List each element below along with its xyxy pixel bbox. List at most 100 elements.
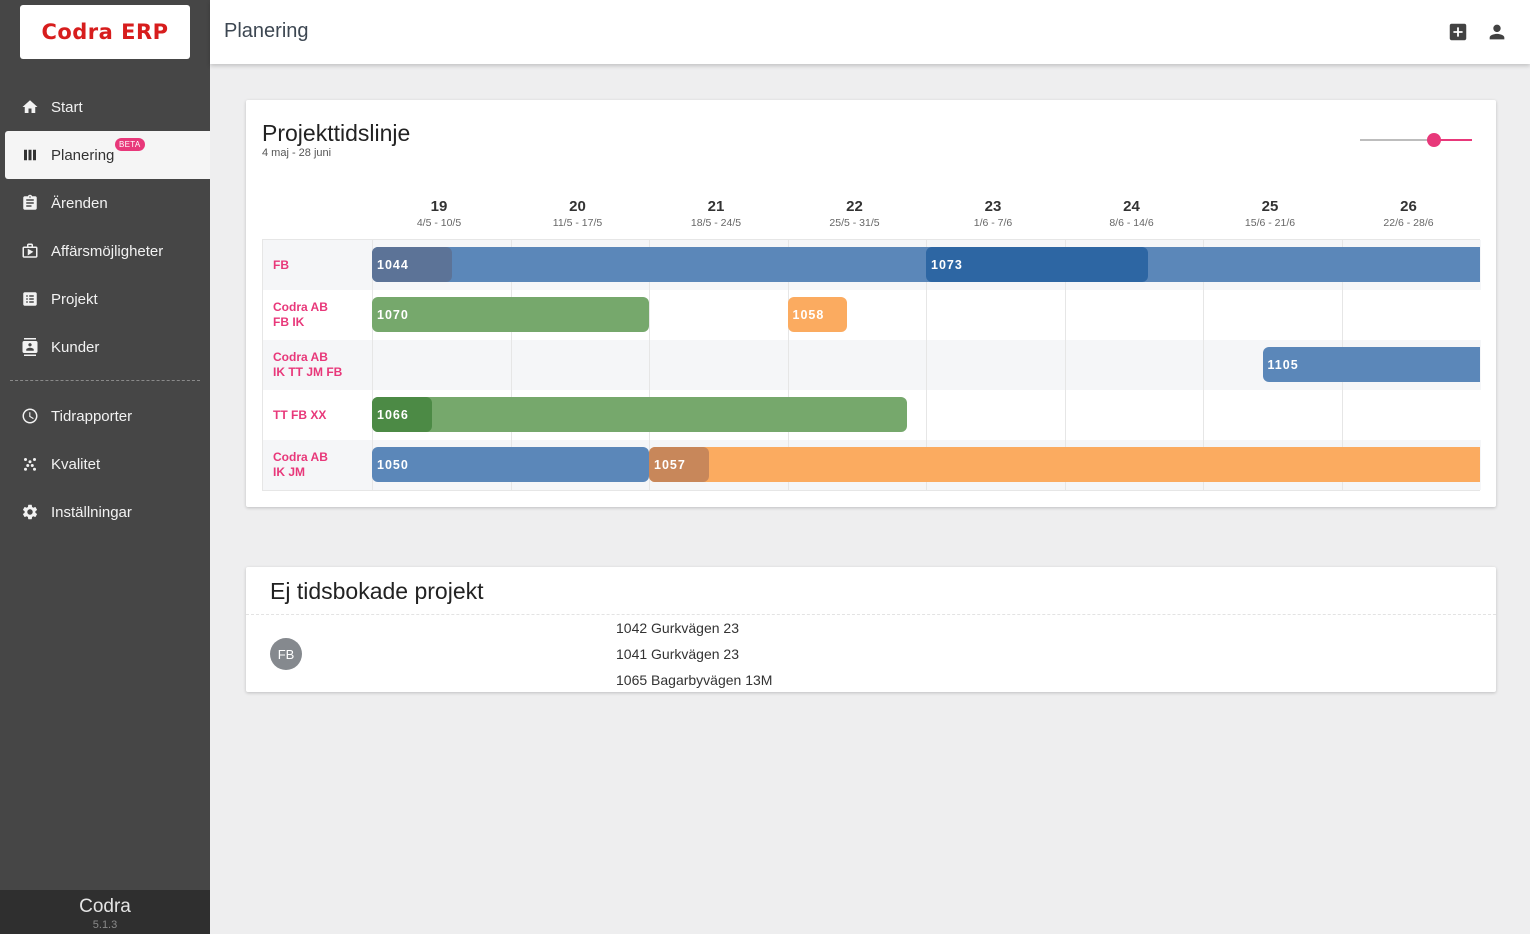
sidebar-item-arenden[interactable]: Ärenden bbox=[5, 179, 210, 227]
unscheduled-title: Ej tidsbokade projekt bbox=[270, 578, 484, 604]
contacts-icon bbox=[21, 338, 39, 356]
week-header: 22 25/5 - 31/5 bbox=[787, 198, 923, 229]
sidebar-item-planering[interactable]: Planering BETA bbox=[5, 131, 210, 179]
week-date-range: 4/5 - 10/5 bbox=[416, 217, 462, 229]
week-number: 25 bbox=[1261, 198, 1279, 215]
week-gridline bbox=[1064, 240, 1066, 490]
week-header: 21 18/5 - 24/5 bbox=[648, 198, 784, 229]
week-number: 24 bbox=[1123, 198, 1140, 215]
week-gridline bbox=[372, 240, 373, 490]
zoom-slider-fill bbox=[1434, 139, 1472, 141]
project-bar[interactable] bbox=[372, 397, 907, 432]
week-date-range: 15/6 - 21/6 bbox=[1244, 217, 1296, 229]
project-bar[interactable]: 1044 bbox=[372, 247, 453, 282]
app-logo[interactable]: Codra ERP bbox=[20, 5, 190, 59]
sidebar-item-start[interactable]: Start bbox=[5, 83, 210, 131]
project-bar[interactable]: 1066 bbox=[372, 397, 432, 432]
sidebar-item-label: Planering bbox=[51, 146, 115, 164]
timeline-row: Codra AB FB IK bbox=[263, 290, 1481, 340]
divider bbox=[246, 614, 1496, 615]
week-header: 25 15/6 - 21/6 bbox=[1202, 198, 1338, 229]
avatar: FB bbox=[270, 638, 302, 670]
business-icon bbox=[21, 242, 39, 260]
week-number: 19 bbox=[430, 198, 448, 215]
sidebar-item-installningar[interactable]: Inställningar bbox=[5, 488, 210, 536]
gear-icon bbox=[21, 503, 39, 521]
week-header: 23 1/6 - 7/6 bbox=[925, 198, 1061, 229]
home-icon bbox=[21, 98, 39, 116]
row-label[interactable]: FB bbox=[273, 258, 289, 272]
project-bar[interactable]: 1057 bbox=[649, 447, 709, 482]
zoom-slider-track[interactable] bbox=[1360, 139, 1472, 141]
week-number: 26 bbox=[1400, 198, 1417, 215]
row-label[interactable]: Codra AB IK JM bbox=[273, 450, 328, 479]
row-label[interactable]: Codra AB FB IK bbox=[273, 300, 328, 329]
row-label[interactable]: Codra AB IK TT JM FB bbox=[273, 350, 343, 379]
footer-version: 5.1.3 bbox=[92, 919, 118, 931]
clock-icon bbox=[21, 407, 39, 425]
row-label[interactable]: TT FB XX bbox=[273, 408, 327, 422]
unscheduled-project-item[interactable]: 1041 Gurkvägen 23 bbox=[616, 646, 739, 662]
account-icon[interactable] bbox=[1486, 21, 1508, 43]
timeline-row: TT FB XX bbox=[263, 390, 1481, 440]
project-bar[interactable] bbox=[649, 447, 1480, 482]
sidebar-item-kunder[interactable]: Kunder bbox=[5, 323, 210, 371]
week-gridline bbox=[649, 240, 650, 490]
week-date-range: 8/6 - 14/6 bbox=[1109, 217, 1154, 229]
week-date-range: 18/5 - 24/5 bbox=[690, 217, 742, 229]
sidebar-footer: Codra 5.1.3 bbox=[0, 890, 210, 934]
sidebar-item-label: Kvalitet bbox=[51, 455, 101, 473]
sidebar-item-label: Projekt bbox=[51, 290, 98, 308]
project-bar[interactable]: 1070 bbox=[372, 297, 649, 332]
project-bar[interactable]: 1105 bbox=[1262, 347, 1480, 382]
sidebar-item-label: Kunder bbox=[51, 338, 100, 356]
sidebar-item-affarsmojligheter[interactable]: Affärsmöjligheter bbox=[5, 227, 210, 275]
sidebar-item-label: Inställningar bbox=[51, 503, 132, 521]
unscheduled-project-item[interactable]: 1065 Bagarbyvägen 13M bbox=[616, 672, 773, 688]
week-header: 20 11/5 - 17/5 bbox=[510, 198, 646, 229]
week-number: 20 bbox=[569, 198, 586, 215]
sidebar: Codra ERP Start Planering BETA Ärenden A… bbox=[0, 0, 210, 934]
project-icon bbox=[21, 290, 39, 308]
sidebar-item-label: Ärenden bbox=[51, 194, 108, 212]
timeline-date-range: 4 maj - 28 juni bbox=[262, 147, 332, 159]
week-date-range: 25/5 - 31/5 bbox=[829, 217, 880, 229]
add-box-icon[interactable] bbox=[1447, 21, 1469, 43]
timeline-grid: FB Codra AB FB IK Codra AB IK TT JM FB T… bbox=[262, 239, 1481, 491]
beta-badge: BETA bbox=[115, 138, 145, 151]
sidebar-item-projekt[interactable]: Projekt bbox=[5, 275, 210, 323]
week-number: 22 bbox=[846, 198, 863, 215]
week-gridline bbox=[1203, 240, 1204, 490]
week-header: 26 22/6 - 28/6 bbox=[1341, 198, 1477, 229]
week-number: 23 bbox=[984, 198, 1002, 215]
week-header: 24 8/6 - 14/6 bbox=[1064, 198, 1200, 229]
columns-icon bbox=[21, 146, 39, 164]
quality-icon bbox=[21, 455, 39, 473]
week-number: 21 bbox=[707, 198, 725, 215]
sidebar-item-label: Affärsmöjligheter bbox=[51, 242, 164, 260]
nav-divider bbox=[10, 380, 200, 381]
week-gridline bbox=[510, 240, 512, 490]
sidebar-item-label: Start bbox=[51, 98, 83, 116]
footer-app-name: Codra bbox=[79, 896, 131, 917]
top-bar: Planering bbox=[210, 0, 1530, 64]
timeline-title: Projekttidslinje bbox=[262, 120, 411, 146]
week-gridline bbox=[926, 240, 927, 490]
page-title: Planering bbox=[224, 20, 309, 42]
unscheduled-projects-card: Ej tidsbokade projekt FB 1042 Gurkvägen … bbox=[246, 567, 1496, 692]
unscheduled-project-item[interactable]: 1042 Gurkvägen 23 bbox=[616, 620, 739, 636]
project-bar[interactable]: 1073 bbox=[926, 247, 1148, 282]
logo-text: Codra ERP bbox=[41, 20, 169, 44]
week-date-range: 11/5 - 17/5 bbox=[552, 217, 603, 229]
clipboard-icon bbox=[21, 194, 39, 212]
week-date-range: 22/6 - 28/6 bbox=[1383, 217, 1434, 229]
week-gridline bbox=[787, 240, 789, 490]
week-header: 19 4/5 - 10/5 bbox=[371, 198, 507, 229]
sidebar-item-label: Tidrapporter bbox=[51, 407, 133, 425]
zoom-slider-thumb[interactable] bbox=[1427, 133, 1441, 147]
sidebar-item-tidrapporter[interactable]: Tidrapporter bbox=[5, 392, 210, 440]
project-bar[interactable]: 1058 bbox=[787, 297, 848, 332]
project-bar[interactable]: 1050 bbox=[372, 447, 649, 482]
project-timeline-card: Projekttidslinje 4 maj - 28 juni 19 4/5 -… bbox=[246, 100, 1496, 507]
sidebar-item-kvalitet[interactable]: Kvalitet bbox=[5, 440, 210, 488]
